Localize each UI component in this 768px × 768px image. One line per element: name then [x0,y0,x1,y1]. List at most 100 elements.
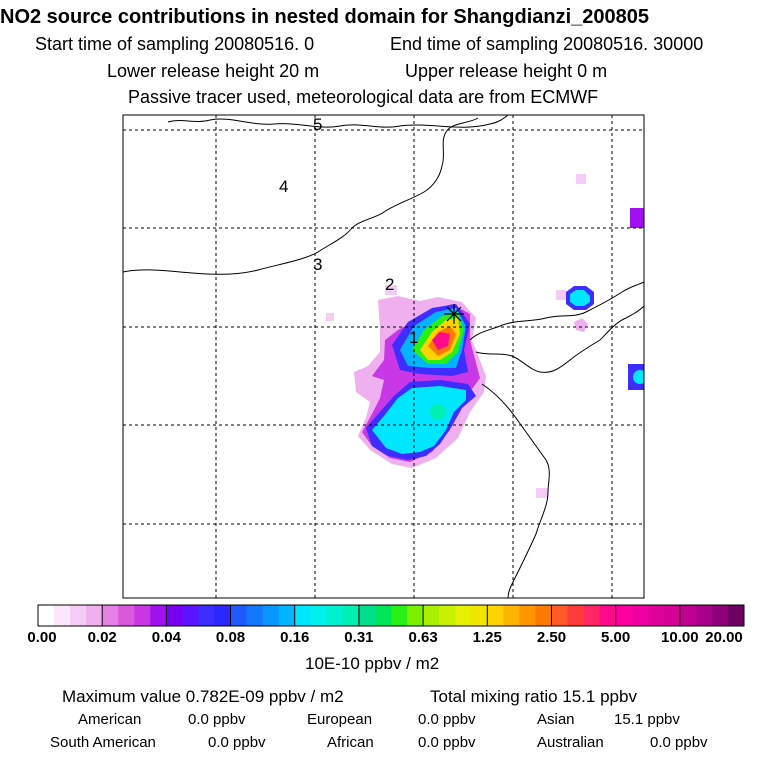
colorbar-segment [599,605,617,626]
colorbar-segment [230,605,247,626]
start-time-label: Start time of sampling 20080516. 0 [35,34,315,54]
border-line-north [123,117,479,275]
colorbar-segment [407,605,424,626]
coastline-korea [599,305,644,341]
faint-spot-e2 [574,318,588,332]
colorbar-segment [166,605,183,626]
colorbar-tick-label: 5.00 [601,629,631,646]
northeast-blob [630,208,644,228]
region-european-value: 0.0 ppbv [418,711,476,728]
colorbar-segment [342,605,360,626]
colorbar-segment [150,605,167,626]
region-south-american-label: South American [50,734,156,751]
region-south-american-value: 0.0 ppbv [208,734,266,751]
upper-release-label: Upper release height 0 m [405,61,608,81]
region-asian-value: 15.1 ppbv [614,711,680,728]
max-value: Maximum value 0.782E-09 ppbv / m2 [62,687,344,706]
faint-spot-e [556,290,566,300]
end-time-label: End time of sampling 20080516. 30000 [390,34,704,54]
colorbar-tick-label: 0.04 [151,629,181,646]
colorbar-segment [278,605,296,626]
colorbar-segment [374,605,392,626]
east-edge-blob-core [633,370,644,384]
lower-plume-cyan [372,386,466,454]
ring-label-1: 1 [409,328,418,347]
colorbar-segment [54,605,71,626]
colorbar-tick-label: 0.08 [215,629,246,646]
region-european-label: European [307,711,373,728]
colorbar-segment [134,605,151,626]
colorbar-tick-label: 1.25 [472,629,502,646]
colorbar-segment [182,605,199,626]
colorbar-segment [246,605,264,626]
colorbar-segment [695,605,713,626]
faint-spot-s [536,488,548,498]
gridlines [123,115,644,598]
colorbar-segment [294,605,312,626]
ring-label-2: 2 [385,275,394,294]
colorbar-segment [326,605,344,626]
total-mixing-ratio: Total mixing ratio 15.1 ppbv [430,687,637,706]
colorbar-segment [439,605,456,626]
faint-spot-ne [576,174,586,184]
lower-release-label: Lower release height 20 m [107,61,320,81]
region-american-label: American [78,711,142,728]
colorbar-tick-label: 0.31 [344,629,374,646]
colorbar-segment [198,605,215,626]
colorbar-segment [214,605,231,626]
colorbar-segment [262,605,280,626]
colorbar-segment [471,605,488,626]
plume-core-peak [432,332,450,350]
colorbar-tick-label: 0.63 [408,629,438,646]
colorbar-segment [551,605,568,626]
colorbar-segment [711,605,729,626]
colorbar-segment [535,605,552,626]
border-line-top [167,115,509,128]
east-blob-core [570,290,590,306]
region-african-value: 0.0 ppbv [418,734,476,751]
colorbar-segment [727,605,745,626]
colorbar-segment [679,605,697,626]
colorbar-tick-label: 0.16 [280,629,310,646]
colorbar-tick-label: 0.00 [27,629,57,646]
tracer-note: Passive tracer used, meteorological data… [128,87,599,107]
concentration-field [123,115,644,598]
colorbar-segment [519,605,536,626]
colorbar-segment [615,605,633,626]
colorbar-segment [647,605,665,626]
receptor-star-icon [444,304,464,324]
ring-label-5: 5 [313,115,322,134]
region-american-value: 0.0 ppbv [188,711,246,728]
coastline-east [481,383,550,598]
colorbar [38,605,745,626]
colorbar-segment [583,605,600,626]
colorbar-segment [118,605,135,626]
ring-label-4: 4 [279,177,288,196]
colorbar-segment [70,605,87,626]
colorbar-segment [423,605,440,626]
map-frame [122,114,645,599]
colorbar-tick-label: 2.50 [536,629,567,646]
faint-spot-w [326,313,334,321]
colorbar-unit: 10E-10 ppbv / m2 [305,654,440,673]
colorbar-segment [455,605,472,626]
colorbar-tick-label: 0.02 [87,629,117,646]
colorbar-segment [487,605,504,626]
region-asian-label: Asian [537,711,575,728]
colorbar-segment [567,605,584,626]
colorbar-segment [663,605,681,626]
region-australian-label: Australian [537,734,604,751]
colorbar-segment [503,605,520,626]
colorbar-segment [102,605,119,626]
ring-label-3: 3 [313,255,322,274]
colorbar-segment [310,605,328,626]
faint-spot-2 [385,285,397,295]
region-australian-value: 0.0 ppbv [650,734,708,751]
colorbar-segment [391,605,408,626]
colorbar-major-ticks [37,605,745,626]
region-african-label: African [327,734,374,751]
colorbar-segment [86,605,103,626]
colorbar-segment [358,605,376,626]
chart-title: NO2 source contributions in nested domai… [0,6,650,28]
